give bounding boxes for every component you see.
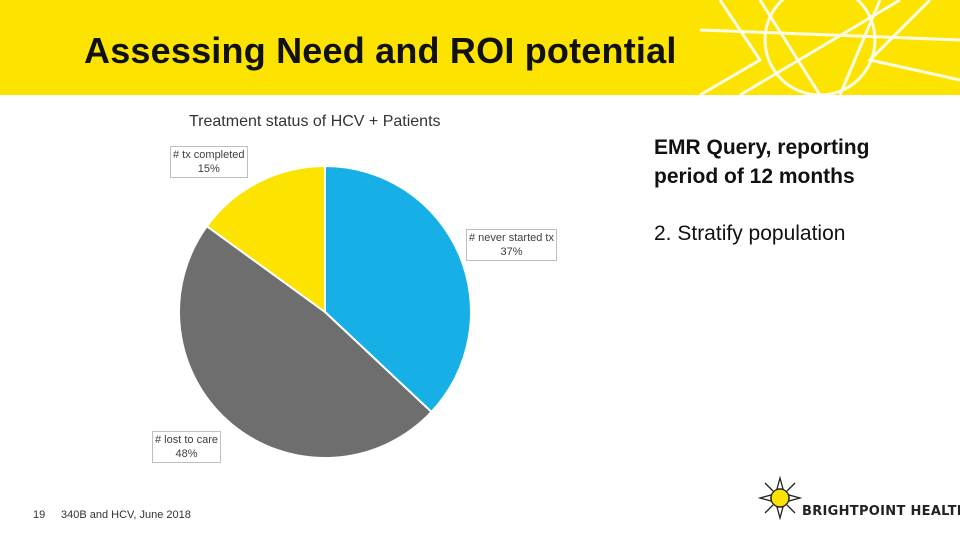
slice-label-text: # tx completed bbox=[173, 149, 245, 161]
footer-text: 340B and HCV, June 2018 bbox=[61, 509, 191, 521]
sun-icon bbox=[758, 476, 802, 520]
stratify-point: 2. Stratify population bbox=[654, 222, 846, 245]
slice-label-percent: 37% bbox=[500, 246, 523, 258]
slice-label-text: # lost to care bbox=[155, 434, 218, 446]
slide-title: Assessing Need and ROI potential bbox=[84, 30, 677, 71]
chart-title: Treatment status of HCV + Patients bbox=[189, 113, 441, 130]
slice-label-lost-to-care: # lost to care 48% bbox=[152, 431, 221, 463]
slice-label-text: # never started tx bbox=[469, 232, 554, 244]
sun-decoration-icon bbox=[699, 0, 960, 95]
slice-label-percent: 48% bbox=[175, 448, 198, 460]
logo-text: BRIGHTPOINT HEALTH bbox=[802, 504, 960, 519]
emr-query-heading: EMR Query, reporting period of 12 months bbox=[654, 136, 870, 188]
slice-label-never-started: # never started tx 37% bbox=[466, 229, 557, 261]
page-number: 19 bbox=[33, 509, 46, 521]
pie-slice-lost-to-care bbox=[178, 224, 433, 459]
pie-slice-tx-completed bbox=[205, 164, 326, 314]
header-banner: Assessing Need and ROI potential bbox=[0, 0, 960, 95]
slice-label-percent: 15% bbox=[197, 163, 220, 175]
pie-slice-never-started bbox=[324, 164, 472, 414]
slice-label-tx-completed: # tx completed 15% bbox=[170, 146, 248, 178]
